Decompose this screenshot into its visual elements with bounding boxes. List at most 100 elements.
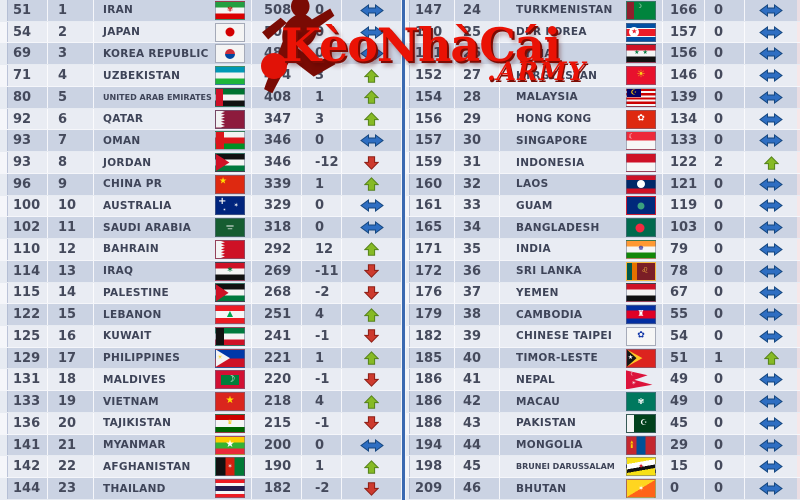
row-sri-lanka: 172 36 SRI LANKA ♌ 78 0 (406, 260, 800, 283)
points-value: 200 (252, 434, 302, 456)
points-value: 49 (663, 391, 705, 412)
world-rank: 54 (8, 21, 48, 43)
flag-cambodia: ♜ (626, 305, 656, 325)
world-rank: 125 (8, 326, 48, 347)
flag-bahrain (215, 239, 245, 259)
team-name: SINGAPORE (516, 134, 588, 147)
team-name: LEBANON (103, 308, 162, 321)
points-value: 139 (663, 86, 705, 108)
trend-cell (745, 478, 797, 499)
trend-cell (342, 43, 401, 64)
points-value: 241 (252, 326, 302, 347)
change-value: 0 (705, 456, 745, 478)
points-value: 329 (252, 195, 302, 217)
flag-bar (216, 327, 224, 345)
flag-bangladesh (626, 218, 656, 238)
team-flag-cell: ♛ (212, 412, 252, 434)
team-name: TURKMENISTAN (516, 4, 613, 17)
flag-emblem: ★ (218, 176, 228, 187)
flag-emblem: ☽ (227, 374, 236, 384)
flag-triangle (627, 349, 637, 367)
right-edge-strip (797, 21, 800, 43)
team-name: AUSTRALIA (103, 199, 172, 212)
ranking-table-left: 51 1 IRAN ✾ 508 0 54 2 JAPAN 503 0 69 3 KOREA REPUBLI… (0, 0, 401, 500)
world-rank: 161 (410, 195, 455, 217)
team-flag-cell: ☽ (623, 0, 663, 21)
flag-indonesia (626, 153, 656, 172)
world-rank: 122 (8, 304, 48, 326)
trend-cell (745, 196, 797, 217)
team-name: PAKISTAN (516, 417, 577, 430)
table-edge-strip (406, 0, 410, 21)
row-philippines: 129 17 PHILIPPINES ☀ 221 1 (0, 347, 401, 370)
team-name: UZBEKISTAN (103, 69, 181, 82)
confed-rank: 5 (48, 86, 94, 108)
table-edge-strip (406, 391, 410, 412)
flag-india: ☸ (626, 239, 656, 259)
points-value: 182 (252, 478, 302, 499)
flag-uzbekistan (215, 66, 245, 86)
confed-rank: 17 (48, 347, 94, 369)
confed-rank: 28 (455, 86, 500, 108)
table-edge-strip (0, 152, 8, 173)
confed-rank: 32 (455, 173, 500, 195)
flag-laos (626, 174, 656, 194)
flag-australia: + ✶ ✶ (215, 196, 245, 216)
change-value: 0 (705, 478, 745, 499)
flag-emblem: ✾ (227, 5, 233, 14)
change-value: 4 (302, 304, 342, 326)
trend-cell (745, 348, 797, 369)
world-rank: 96 (8, 173, 48, 195)
trend-up-icon (364, 242, 379, 257)
world-rank: 129 (8, 347, 48, 369)
change-value: 0 (705, 130, 745, 152)
flag-oman (215, 131, 245, 151)
team-name: SAUDI ARABIA (103, 221, 192, 234)
change-value: 0 (705, 304, 745, 326)
right-edge-strip (797, 326, 800, 347)
change-value: 0 (705, 412, 745, 434)
confed-rank: 37 (455, 282, 500, 304)
team-flag-cell (212, 86, 252, 108)
trend-cell (342, 0, 401, 21)
table-edge-strip (0, 326, 8, 347)
change-value: -12 (302, 152, 342, 173)
confed-rank: 2 (48, 21, 94, 43)
flag-emblem: — (227, 226, 233, 233)
confed-rank: 25 (455, 21, 500, 43)
points-value: 215 (252, 412, 302, 434)
row-maldives: 131 18 MALDIVES ☽ 220 -1 (0, 369, 401, 392)
team-flag-cell: ♜ (623, 304, 663, 326)
flag-emblem: ▲ (630, 438, 634, 444)
team-flag-cell (212, 43, 252, 65)
table-edge-strip (406, 152, 410, 173)
flag-kuwait (215, 326, 245, 346)
team-flag-cell: ★ (212, 173, 252, 195)
trend-cell (342, 65, 401, 86)
confed-rank: 16 (48, 326, 94, 347)
trend-up-icon (763, 155, 779, 170)
world-rank: 71 (8, 65, 48, 86)
trend-up-icon (364, 459, 379, 474)
points-value: 408 (252, 86, 302, 108)
right-edge-strip (797, 217, 800, 239)
change-value: -2 (302, 478, 342, 499)
trend-cell (342, 152, 401, 173)
confed-rank: 23 (48, 478, 94, 499)
trend-down-icon (364, 481, 379, 496)
trend-cell (342, 478, 401, 499)
team-name: GUAM (516, 199, 553, 212)
confed-rank: 46 (455, 478, 500, 499)
flag-emblem: + (217, 196, 227, 208)
team-name: SRI LANKA (516, 265, 582, 278)
team-flag-cell: ▲ ▮ (623, 434, 663, 456)
world-rank: 136 (8, 412, 48, 434)
flag-myanmar: ★ (215, 435, 245, 455)
trend-cell (745, 0, 797, 21)
team-name: IRAQ (103, 265, 134, 278)
team-flag-cell: ♌ (623, 260, 663, 282)
confed-rank: 38 (455, 304, 500, 326)
trend-cell (745, 22, 797, 43)
change-value: 0 (705, 86, 745, 108)
confed-rank: 10 (48, 195, 94, 217)
